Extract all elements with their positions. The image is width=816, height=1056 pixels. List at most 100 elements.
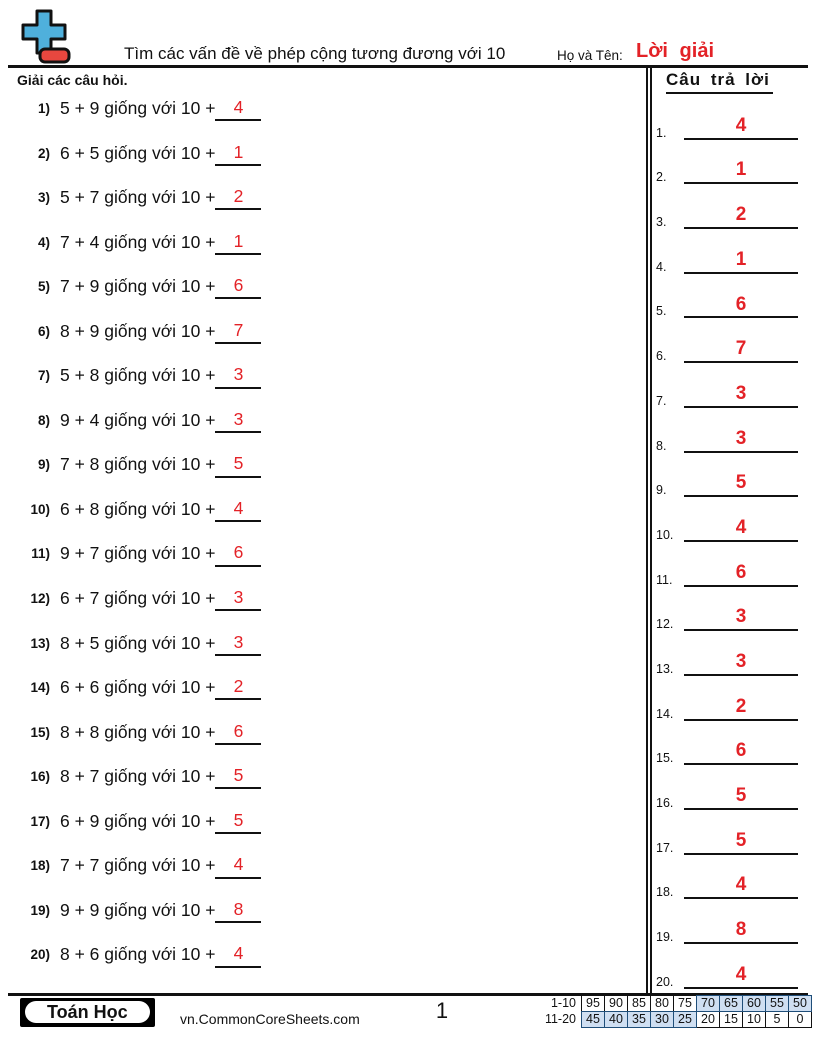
answer-value: 6 [684, 294, 798, 319]
question-text: 6 + 5 giống với 10 + [60, 142, 216, 163]
answer-number: 2. [656, 170, 667, 185]
question-row: 3) 5 + 7 giống với 10 + 2 [14, 183, 634, 228]
question-answer-blank: 4 [215, 498, 262, 523]
question-row: 9) 7 + 8 giống với 10 + 5 [14, 450, 634, 495]
question-row: 8) 9 + 4 giống với 10 + 3 [14, 406, 634, 451]
question-answer-blank: 2 [215, 676, 262, 701]
question-row: 20) 8 + 6 giống với 10 + 4 [14, 940, 634, 985]
question-answer-blank: 6 [215, 275, 262, 300]
question-answer-blank: 5 [215, 454, 262, 478]
page-number: 1 [435, 998, 449, 1023]
question-number: 4) [37, 234, 50, 250]
score-cell: 75 [673, 995, 697, 1012]
answer-number: 16. [656, 796, 674, 810]
answer-number: 8. [656, 438, 667, 453]
question-row: 17) 6 + 9 giống với 10 + 5 [14, 807, 634, 852]
question-number: 14) [30, 680, 50, 696]
question-text: 5 + 7 giống với 10 + [60, 187, 216, 208]
question-answer-blank: 1 [215, 142, 262, 166]
question-number: 2) [37, 145, 50, 161]
score-cell: 80 [650, 995, 674, 1012]
score-cell: 15 [719, 1011, 743, 1028]
question-number: 6) [37, 323, 50, 339]
answer-value: 3 [684, 652, 798, 676]
question-number: 16) [30, 769, 50, 785]
header-rule [8, 65, 808, 68]
question-row: 6) 8 + 9 giống với 10 + 7 [14, 317, 634, 362]
score-cell: 95 [581, 995, 605, 1012]
question-text: 7 + 9 giống với 10 + [60, 276, 216, 297]
question-answer-blank: 6 [215, 721, 262, 745]
question-answer-blank: 4 [215, 855, 262, 879]
answer-row: 15. 6 [656, 721, 808, 766]
answer-value: 2 [684, 696, 798, 721]
question-row: 1) 5 + 9 giống với 10 + 4 [14, 94, 634, 139]
answer-value: 7 [684, 339, 798, 364]
question-number: 18) [30, 858, 50, 874]
score-cell: 65 [719, 995, 743, 1012]
question-answer-blank: 1 [215, 231, 262, 255]
score-cell: 85 [627, 995, 651, 1012]
question-number: 7) [37, 368, 50, 384]
question-number: 9) [37, 457, 50, 473]
question-text: 8 + 6 giống với 10 + [60, 944, 216, 965]
answer-value: 6 [684, 741, 798, 766]
answer-row: 20. 4 [656, 944, 808, 989]
answer-row: 5. 6 [656, 274, 808, 319]
answer-value: 5 [684, 830, 798, 855]
question-answer-blank: 5 [215, 810, 262, 834]
answer-row: 14. 2 [656, 676, 808, 721]
question-row: 12) 6 + 7 giống với 10 + 3 [14, 584, 634, 629]
question-text: 6 + 7 giống với 10 + [60, 588, 216, 609]
question-number: 1) [37, 101, 50, 116]
answer-number: 1. [656, 125, 667, 140]
column-divider [646, 66, 652, 996]
solution-key-label: Lời giải [636, 40, 715, 62]
answer-row: 9. 5 [656, 453, 808, 498]
score-cell: 50 [788, 995, 812, 1012]
answer-row: 3. 2 [656, 184, 808, 230]
question-answer-blank: 4 [215, 97, 262, 122]
answer-number: 10. [656, 527, 674, 542]
answer-value: 5 [684, 786, 798, 810]
answer-value: 4 [684, 517, 798, 542]
answer-row: 18. 4 [656, 855, 808, 900]
question-number: 10) [30, 501, 50, 517]
answer-number: 11. [656, 572, 673, 587]
score-cell: 20 [696, 1011, 720, 1028]
score-cell: 70 [696, 995, 720, 1012]
answer-panel-title: Câu trả lời [666, 70, 773, 94]
answer-value: 3 [684, 428, 798, 453]
score-cell: 35 [627, 1011, 651, 1028]
question-answer-blank: 3 [215, 587, 262, 612]
question-number: 20) [30, 947, 50, 963]
answer-row: 12. 3 [656, 587, 808, 632]
question-text: 9 + 9 giống với 10 + [60, 899, 216, 920]
question-row: 11) 9 + 7 giống với 10 + 6 [14, 539, 634, 584]
answer-row: 4. 1 [656, 229, 808, 274]
score-cell: 25 [673, 1011, 697, 1028]
score-cell: 30 [650, 1011, 674, 1028]
question-answer-blank: 2 [215, 186, 262, 211]
answer-number: 9. [656, 483, 667, 498]
answer-value: 1 [684, 160, 798, 185]
answer-row: 7. 3 [656, 363, 808, 408]
score-row: 11-20 45 40 35 30 25 20 15 10 5 0 [534, 1011, 812, 1028]
question-text: 8 + 8 giống với 10 + [60, 721, 216, 742]
question-text: 9 + 7 giống với 10 + [60, 543, 216, 564]
question-row: 7) 5 + 8 giống với 10 + 3 [14, 361, 634, 406]
answer-number: 3. [656, 215, 667, 230]
question-text: 8 + 5 giống với 10 + [60, 632, 216, 653]
score-cell: 55 [765, 995, 789, 1012]
answer-number: 4. [656, 259, 667, 274]
question-row: 13) 8 + 5 giống với 10 + 3 [14, 629, 634, 674]
answer-value: 6 [684, 562, 798, 587]
question-text: 7 + 8 giống với 10 + [60, 454, 216, 475]
question-text: 6 + 9 giống với 10 + [60, 810, 216, 831]
question-answer-blank: 5 [215, 765, 262, 790]
answer-number: 6. [656, 349, 667, 364]
brand-label: Toán Học [25, 1001, 150, 1023]
question-number: 8) [37, 412, 50, 428]
answer-row: 19. 8 [656, 899, 808, 945]
